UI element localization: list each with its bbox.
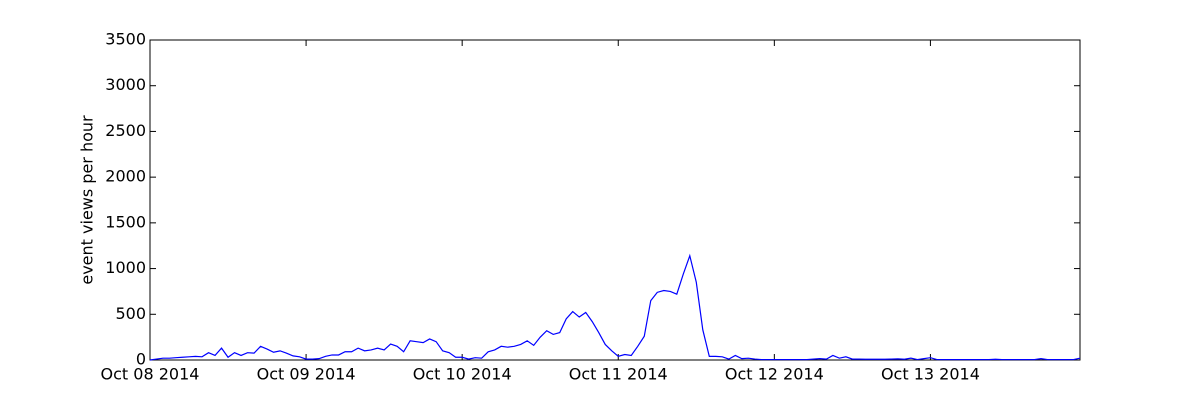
y-tick-label: 2500 xyxy=(105,121,146,140)
plot-frame xyxy=(149,39,1081,361)
x-tick-label: Oct 11 2014 xyxy=(569,365,668,384)
y-tick-label: 0 xyxy=(136,350,146,369)
x-tick-label: Oct 12 2014 xyxy=(725,365,824,384)
x-tick-label: Oct 09 2014 xyxy=(257,365,356,384)
y-tick-label: 1000 xyxy=(105,258,146,277)
y-tick-label: 2000 xyxy=(105,167,146,186)
y-tick-label: 1500 xyxy=(105,212,146,231)
data-line xyxy=(149,253,1081,361)
x-tick-label: Oct 08 2014 xyxy=(101,365,200,384)
y-tick-label: 500 xyxy=(115,304,146,323)
y-tick-label: 3500 xyxy=(105,30,146,49)
x-tick-label: Oct 13 2014 xyxy=(881,365,980,384)
x-tick-label: Oct 10 2014 xyxy=(413,365,512,384)
y-axis-label: event views per hour xyxy=(78,115,97,285)
y-tick-label: 3000 xyxy=(105,75,146,94)
